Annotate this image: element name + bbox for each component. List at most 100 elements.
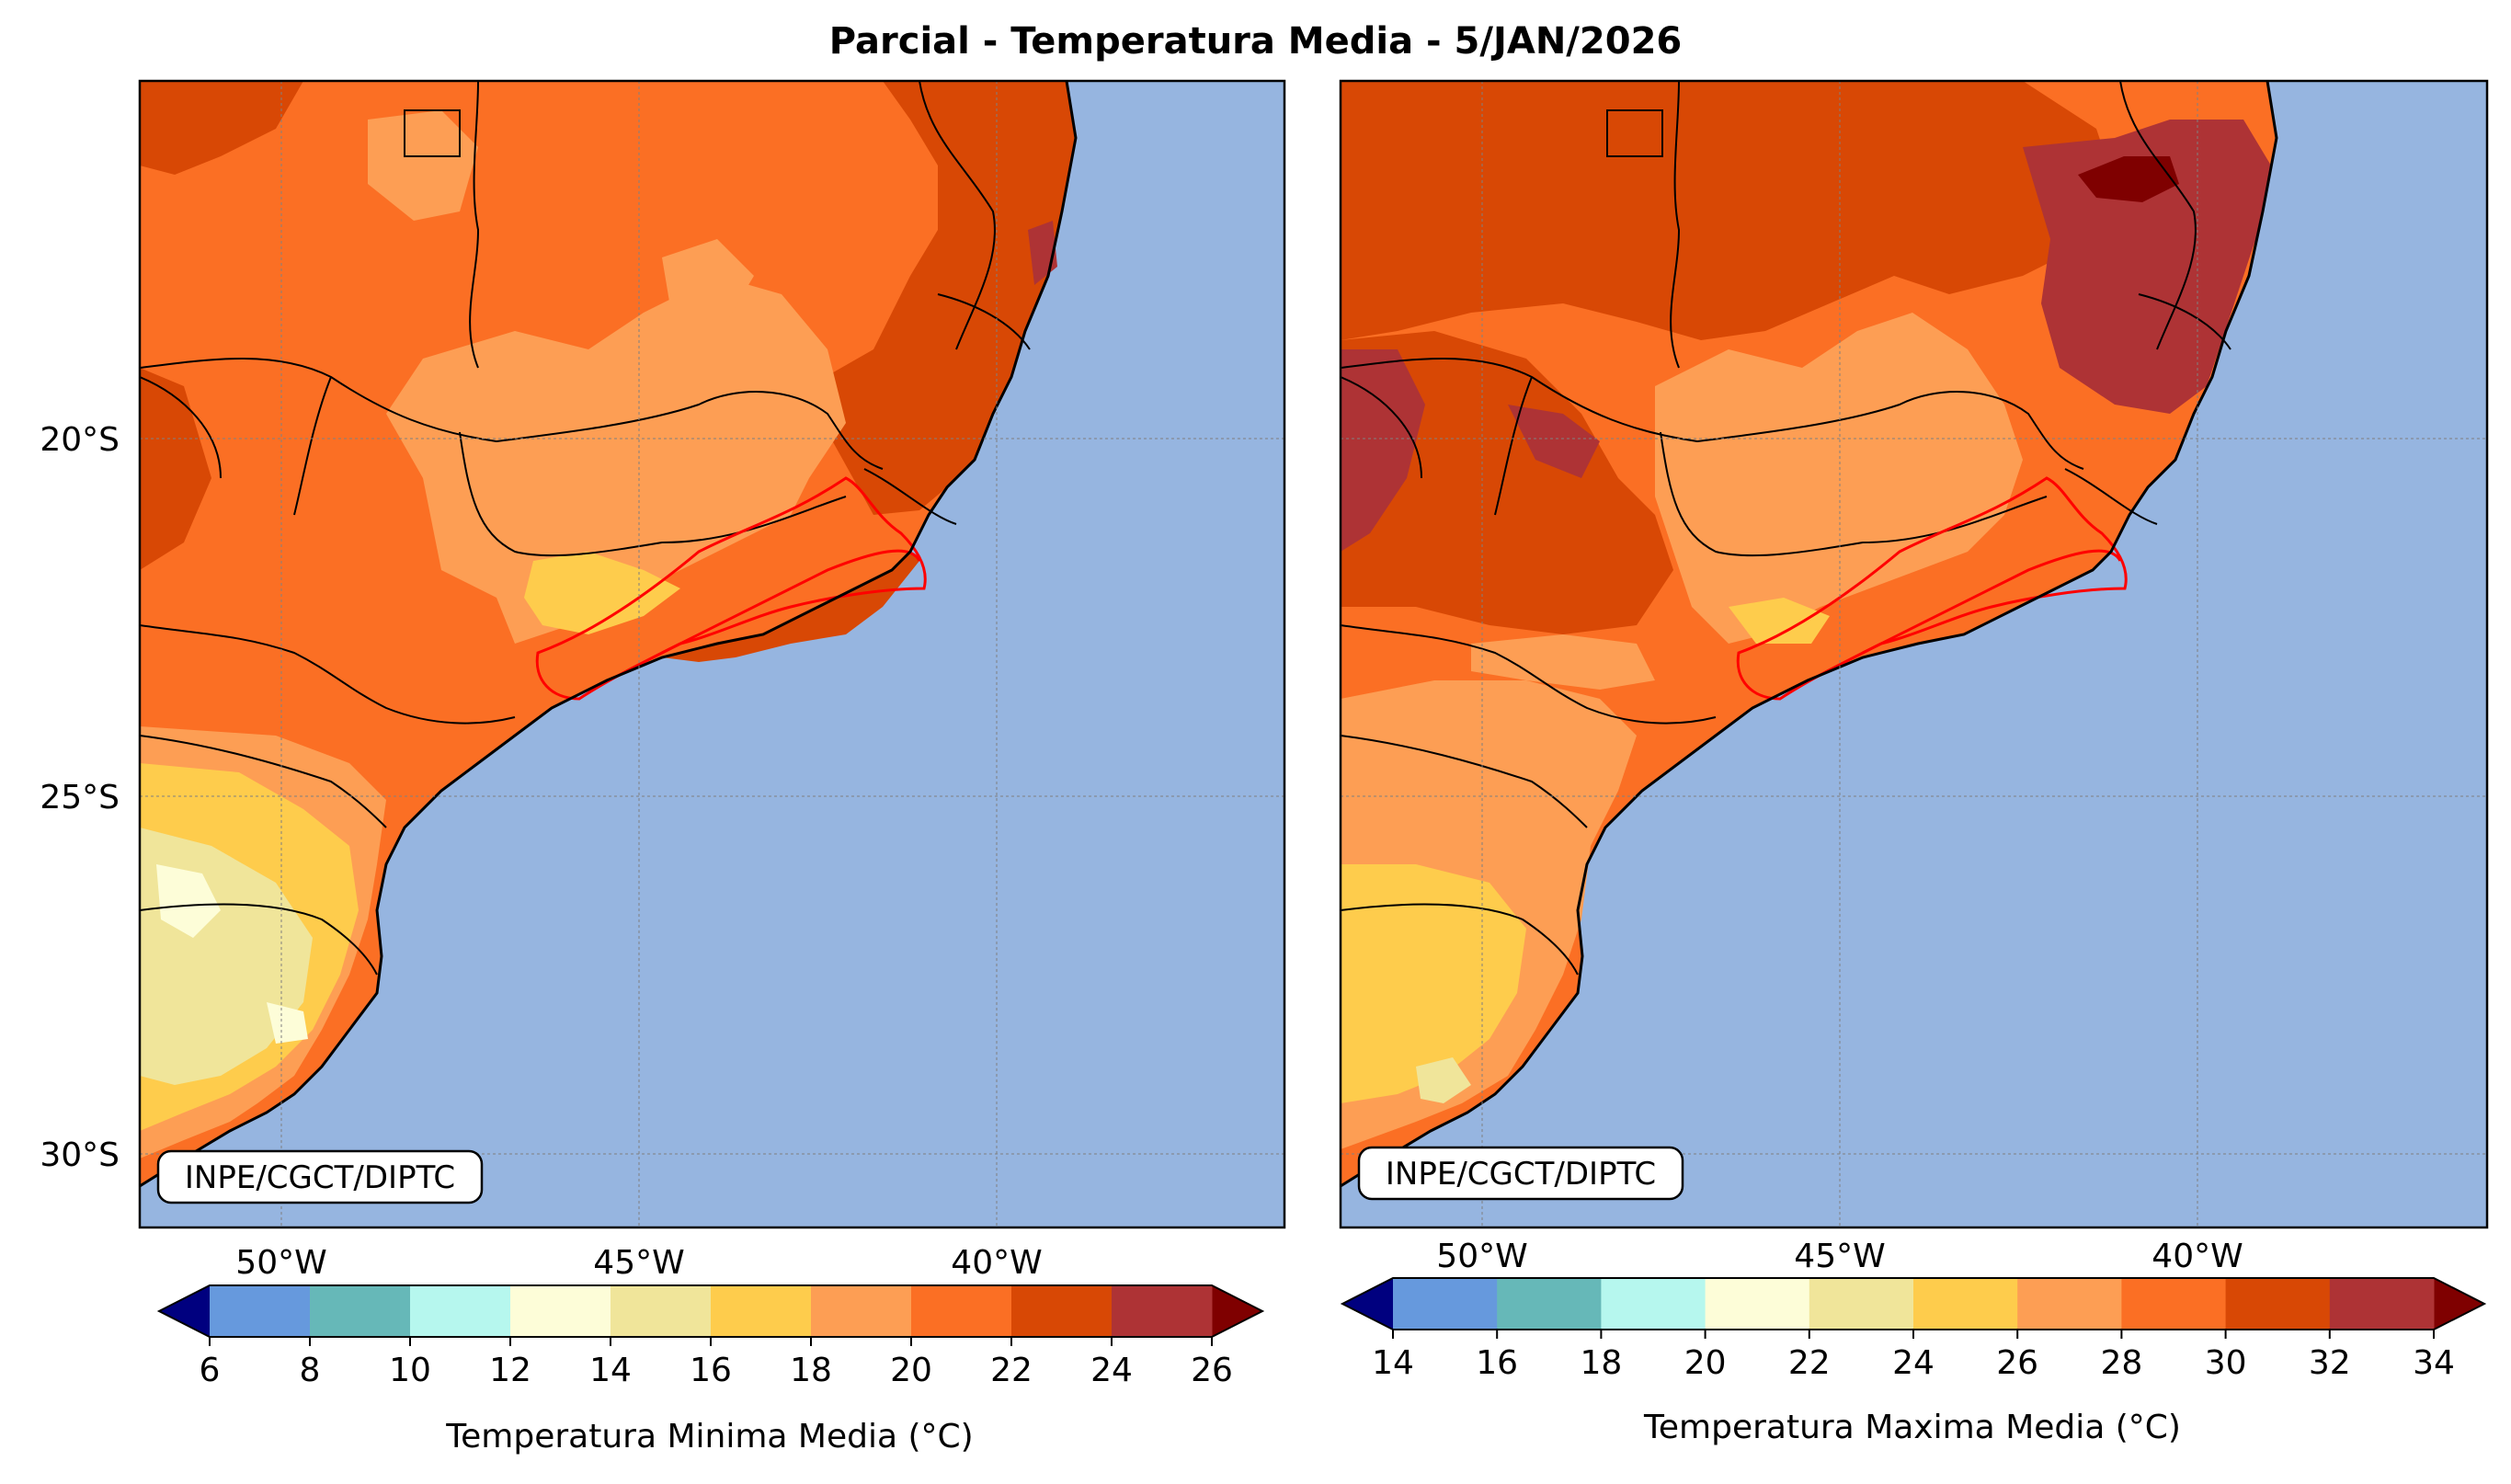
right-map: INPE/CGCT/DIPTC [1339,79,2489,1229]
left-gridlines [140,81,1284,1227]
left-colorbar-tick-label: 26 [1191,1352,1233,1389]
left-colorbar-under-arrow [159,1285,210,1337]
left-coastline [140,81,1078,1188]
right-colorbar: 14 16 18 20 22 24 26 28 30 32 34 [1340,1277,2487,1382]
right-zone-light-center [1655,313,2023,644]
left-colorbar-segment [1112,1285,1213,1337]
right-colorbar-segment [2225,1278,2331,1330]
right-map-land [1341,81,2278,1188]
right-colorbar-segment [1809,1278,1914,1330]
right-colorbar-tick-label: 32 [2309,1344,2351,1382]
left-colorbar-segment [1011,1285,1113,1337]
right-zone-red-ne [2023,120,2271,414]
right-coastline [1341,81,2278,1188]
right-colorbar-label: Temperatura Maxima Media (°C) [1643,1409,2181,1446]
right-zone-maroon [2078,156,2179,202]
left-zone-yellow-sp [524,552,680,634]
left-land-base [140,81,1076,1186]
lat-labels: 20°S 25°S 30°S [40,421,120,1174]
left-colorbar-segment [711,1285,812,1337]
left-colorbar-tick-label: 8 [300,1352,321,1389]
right-colorbar-tick-label: 34 [2413,1344,2455,1382]
right-map-frame [1339,79,2489,1229]
left-lon-label-50w: 50°W [235,1244,326,1282]
right-colorbar-segment [1705,1278,1810,1330]
right-zone-dark-north [1341,81,2115,340]
left-colorbar-segment [410,1285,511,1337]
right-colorbar-under-arrow [1342,1278,1393,1330]
lat-label-25s: 25°S [40,779,120,816]
right-colorbar-tick-label: 18 [1580,1344,1622,1382]
left-zone-light-center [386,276,846,644]
left-colorbar-tick-label: 16 [690,1352,732,1389]
left-colorbar-tick-label: 20 [890,1352,932,1389]
left-map: INPE/CGCT/DIPTC [138,79,1286,1229]
left-lon-label-40w: 40°W [951,1244,1042,1282]
right-lon-label-40w: 40°W [2151,1238,2243,1275]
left-zone-dark-north [140,81,303,175]
lon-labels: 50°W 45°W 40°W 50°W 45°W 40°W [235,1238,2243,1282]
right-lon-label-45w: 45°W [1794,1238,1885,1275]
right-colorbar-tick-label: 26 [1996,1344,2038,1382]
right-colorbar-segment [2329,1278,2435,1330]
left-colorbar-tick-label: 22 [990,1352,1033,1389]
right-zone-red-west [1341,349,1425,552]
right-colorbar-segment [1913,1278,2018,1330]
right-colorbar-tick-label: 22 [1788,1344,1831,1382]
right-lon-label-50w: 50°W [1436,1238,1527,1275]
left-colorbar-label: Temperatura Minima Media (°C) [445,1418,973,1455]
left-credit-text: INPE/CGCT/DIPTC [185,1159,455,1196]
left-zone-pale-south [156,864,221,938]
right-colorbar-tick-label: 28 [2100,1344,2142,1382]
left-lon-label-45w: 45°W [593,1244,684,1282]
right-credit-text: INPE/CGCT/DIPTC [1386,1156,1656,1193]
right-colorbar-over-arrow [2434,1278,2484,1330]
left-colorbar-tick-label: 14 [589,1352,632,1389]
left-map-frame [138,79,1286,1229]
right-colorbar-tick-label: 24 [1892,1344,1935,1382]
left-colorbar-segment [611,1285,712,1337]
right-colorbar-tick-label: 20 [1684,1344,1727,1382]
left-colorbar-tick-label: 24 [1090,1352,1133,1389]
left-zone-dark-ne [809,81,1076,515]
right-colorbar-tick-label: 16 [1476,1344,1518,1382]
left-colorbar-segment [210,1285,311,1337]
left-colorbar-segment [310,1285,411,1337]
right-zone-light-mid [1471,634,1655,690]
right-zone-red-mid [1508,405,1600,478]
left-colorbar: 6 8 10 12 14 16 18 20 22 24 26 [156,1284,1265,1389]
left-colorbar-tick-label: 18 [790,1352,832,1389]
left-state-borders [140,81,1031,976]
lat-label-20s: 20°S [40,421,120,459]
left-colorbar-segment [811,1285,912,1337]
right-colorbar-segment [2017,1278,2122,1330]
right-credit-box: INPE/CGCT/DIPTC [1357,1146,1684,1201]
right-colorbar-segment [2121,1278,2227,1330]
left-colorbar-segment [911,1285,1012,1337]
left-colorbar-tick-label: 6 [200,1352,221,1389]
left-zone-pale-south2 [267,1002,308,1044]
left-colorbar-over-arrow [1212,1285,1262,1337]
right-zone-khaki-south [1416,1057,1471,1103]
right-zone-yellow-south [1341,864,1526,1103]
right-colorbar-segment [1601,1278,1706,1330]
right-state-borders [1341,81,2231,976]
left-zone-light-north [368,110,478,221]
lat-label-30s: 30°S [40,1136,120,1174]
left-map-land [140,81,1078,1188]
left-zone-dark-west [140,368,211,570]
right-colorbar-segment [1497,1278,1602,1330]
left-credit-box: INPE/CGCT/DIPTC [156,1149,484,1204]
right-zone-yellow-sp [1729,598,1830,644]
right-colorbar-segment [1393,1278,1498,1330]
right-basin-inner [1862,549,2122,655]
left-colorbar-tick-label: 12 [489,1352,531,1389]
left-colorbar-tick-label: 10 [389,1352,431,1389]
left-colorbar-segment [510,1285,611,1337]
left-basin-inner [661,549,921,655]
right-colorbar-tick-label: 30 [2205,1344,2247,1382]
figure-title: Parcial - Temperatura Media - 5/JAN/2026 [828,20,1683,63]
right-gridlines [1341,81,2487,1227]
